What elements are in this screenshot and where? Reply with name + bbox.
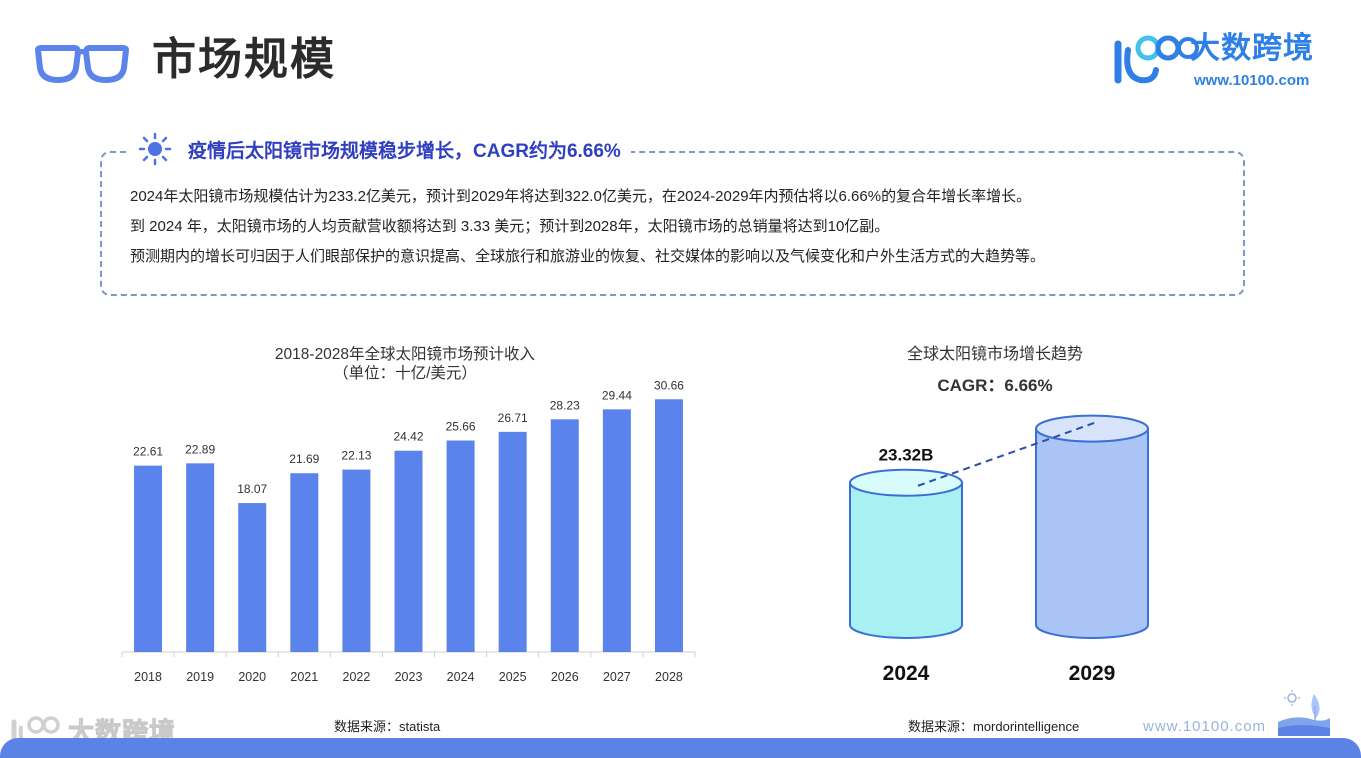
bar-value-label: 22.13 <box>341 449 371 463</box>
bar-value-label: 22.61 <box>133 445 163 459</box>
bar <box>550 419 579 652</box>
bar-chart-title-line1: 2018-2028年全球太阳镜市场预计收入 <box>274 346 536 363</box>
x-tick-label: 2020 <box>238 670 266 684</box>
cylinder-body <box>1035 427 1149 639</box>
glasses-icon <box>35 45 129 83</box>
bar <box>446 440 475 652</box>
bar-chart-title: 2018-2028年全球太阳镜市场预计收入 （单位：十亿/美元） <box>200 345 610 383</box>
cylinder-top <box>849 468 963 497</box>
cylinder-chart-source: 数据来源：mordorintelligence <box>908 719 1080 734</box>
cylinder-category-label: 2024 <box>883 662 930 685</box>
footer-bar <box>0 738 1361 758</box>
bar-chart-title-line2: （单位：十亿/美元） <box>333 365 477 382</box>
x-tick-label: 2027 <box>603 670 631 684</box>
summary-line: 到 2024 年，太阳镜市场的人均贡献营收额将达到 3.33 美元；预计到202… <box>130 218 890 235</box>
bar <box>134 465 163 652</box>
x-tick-label: 2025 <box>499 670 527 684</box>
summary-header: 疫情后太阳镜市场规模稳步增长，CAGR约为6.66% <box>128 132 631 166</box>
cylinder-top <box>1035 414 1149 443</box>
cylinder <box>849 468 963 639</box>
cylinder-chart: 23.32B 2024 32.20B 2029 <box>849 410 1149 685</box>
footer-url: www.10100.com <box>1143 718 1267 735</box>
landscape-icon <box>1278 690 1330 736</box>
bar-value-label: 18.07 <box>237 482 267 496</box>
cylinder-chart-cagr: CAGR：6.66% <box>937 376 1053 395</box>
brand-url: www.10100.com <box>1194 72 1310 89</box>
summary-line: 2024年太阳镜市场规模估计为233.2亿美元，预计到2029年将达到322.0… <box>130 188 1032 205</box>
cylinder-value-label: 32.20B <box>1065 410 1120 411</box>
x-tick-label: 2026 <box>551 670 579 684</box>
summary-text: 2024年太阳镜市场规模估计为233.2亿美元，预计到2029年将达到322.0… <box>130 182 1230 272</box>
bar-value-label: 24.42 <box>393 430 423 444</box>
x-tick-label: 2019 <box>186 670 214 684</box>
bar <box>654 399 683 652</box>
bar <box>238 503 267 652</box>
brand-name: 大数跨境 <box>1190 32 1314 65</box>
bar <box>290 473 319 652</box>
bar-value-label: 22.89 <box>185 442 215 456</box>
cylinder-chart-title: 全球太阳镜市场增长趋势 <box>906 346 1083 363</box>
cylinder-value-label: 23.32B <box>879 446 934 465</box>
x-tick-label: 2028 <box>655 670 683 684</box>
x-tick-label: 2018 <box>134 670 162 684</box>
cylinder-body <box>849 481 963 639</box>
bar-value-label: 26.71 <box>498 411 528 425</box>
bar <box>602 409 631 652</box>
summary-line: 预测期内的增长可归因于人们眼部保护的意识提高、全球旅行和旅游业的恢复、社交媒体的… <box>130 248 1046 265</box>
summary-box <box>100 151 1245 296</box>
brand-logo-icon <box>1114 35 1199 84</box>
bar-value-label: 29.44 <box>602 388 632 402</box>
x-tick-label: 2023 <box>395 670 423 684</box>
bar <box>498 431 527 652</box>
page-title: 市场规模 <box>152 35 336 84</box>
cylinder-category-label: 2029 <box>1069 662 1116 685</box>
bar <box>186 463 215 652</box>
bar <box>394 450 423 652</box>
bar-value-label: 21.69 <box>289 452 319 466</box>
x-tick-label: 2022 <box>343 670 371 684</box>
bar-chart-source: 数据来源：statista <box>334 719 441 734</box>
bar-value-label: 25.66 <box>446 419 476 433</box>
x-tick-label: 2021 <box>290 670 318 684</box>
sun-icon <box>138 132 172 166</box>
bar-chart: 22.61 2018 22.89 2019 18.07 2020 21.69 2021 22.1… <box>121 380 696 684</box>
bar-value-label: 30.66 <box>654 380 684 392</box>
summary-heading: 疫情后太阳镜市场规模稳步增长，CAGR约为6.66% <box>188 140 621 162</box>
bar-value-label: 28.23 <box>550 398 580 412</box>
cylinder <box>1035 414 1149 639</box>
trend-line <box>917 420 1099 487</box>
x-tick-label: 2024 <box>447 670 475 684</box>
bar <box>342 469 371 652</box>
